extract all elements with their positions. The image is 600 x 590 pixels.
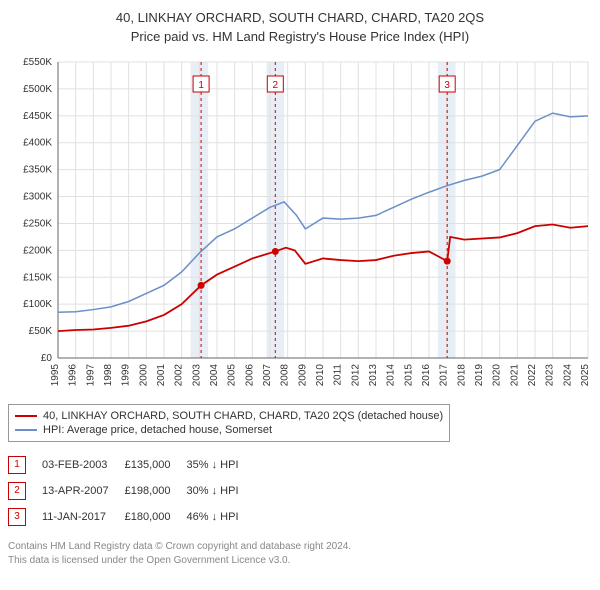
x-tick-label: 2018 [456, 364, 467, 387]
x-tick-label: 2002 [174, 364, 185, 387]
event-date: 11-JAN-2017 [42, 504, 125, 530]
y-tick-label: £350K [23, 165, 52, 176]
x-tick-label: 2010 [315, 364, 326, 387]
x-tick-label: 2012 [350, 364, 361, 387]
x-tick-label: 2005 [227, 364, 238, 387]
x-tick-label: 2016 [421, 364, 432, 387]
event-row: 3 11-JAN-2017£180,00046% ↓ HPI [8, 504, 255, 530]
event-price: £180,000 [125, 504, 187, 530]
title-block: 40, LINKHAY ORCHARD, SOUTH CHARD, CHARD,… [8, 8, 592, 52]
chart-container: 40, LINKHAY ORCHARD, SOUTH CHARD, CHARD,… [8, 8, 592, 568]
legend: 40, LINKHAY ORCHARD, SOUTH CHARD, CHARD,… [8, 404, 450, 442]
x-tick-label: 2017 [439, 364, 450, 387]
legend-swatch [15, 429, 37, 431]
legend-swatch [15, 415, 37, 417]
footer-line1: Contains HM Land Registry data © Crown c… [8, 540, 592, 554]
y-tick-label: £100K [23, 299, 52, 310]
legend-row: 40, LINKHAY ORCHARD, SOUTH CHARD, CHARD,… [15, 409, 443, 423]
series-marker [444, 258, 451, 265]
x-tick-label: 2009 [297, 364, 308, 387]
title-address: 40, LINKHAY ORCHARD, SOUTH CHARD, CHARD,… [8, 8, 592, 27]
event-delta: 30% ↓ HPI [187, 478, 255, 504]
x-tick-label: 2021 [509, 364, 520, 387]
x-tick-label: 1998 [103, 364, 114, 387]
event-marker-num: 1 [8, 456, 26, 474]
x-tick-label: 2024 [562, 364, 573, 387]
x-tick-label: 2011 [333, 364, 344, 386]
legend-label: 40, LINKHAY ORCHARD, SOUTH CHARD, CHARD,… [43, 410, 443, 422]
x-tick-label: 2020 [492, 364, 503, 387]
x-tick-label: 2008 [280, 364, 291, 387]
event-marker-num: 2 [8, 482, 26, 500]
event-date: 03-FEB-2003 [42, 452, 125, 478]
x-tick-label: 1997 [85, 364, 96, 387]
y-tick-label: £250K [23, 218, 52, 229]
event-marker-label: 2 [273, 80, 279, 91]
x-tick-label: 2023 [545, 364, 556, 387]
event-price: £198,000 [125, 478, 187, 504]
x-tick-label: 2006 [244, 364, 255, 387]
footer-line2: This data is licensed under the Open Gov… [8, 554, 592, 568]
x-tick-label: 2001 [156, 364, 167, 387]
x-tick-label: 2019 [474, 364, 485, 387]
x-tick-label: 2015 [403, 364, 414, 387]
event-delta: 46% ↓ HPI [187, 504, 255, 530]
title-subtitle: Price paid vs. HM Land Registry's House … [8, 27, 592, 52]
x-tick-label: 2003 [191, 364, 202, 387]
event-date: 13-APR-2007 [42, 478, 125, 504]
x-tick-label: 2004 [209, 364, 220, 387]
event-row: 1 03-FEB-2003£135,00035% ↓ HPI [8, 452, 255, 478]
event-price: £135,000 [125, 452, 187, 478]
event-delta: 35% ↓ HPI [187, 452, 255, 478]
y-tick-label: £550K [23, 58, 52, 68]
y-tick-label: £200K [23, 245, 52, 256]
series-marker [198, 282, 205, 289]
events-table: 1 03-FEB-2003£135,00035% ↓ HPI 2 13-APR-200… [8, 452, 255, 530]
x-tick-label: 2000 [138, 364, 149, 387]
x-tick-label: 1996 [68, 364, 79, 387]
event-row: 2 13-APR-2007£198,00030% ↓ HPI [8, 478, 255, 504]
y-tick-label: £300K [23, 192, 52, 203]
y-tick-label: £50K [29, 326, 53, 337]
y-tick-label: £400K [23, 138, 52, 149]
event-marker-num: 3 [8, 508, 26, 526]
y-tick-label: £0 [41, 353, 53, 364]
x-tick-label: 1995 [50, 364, 61, 387]
x-tick-label: 1999 [121, 364, 132, 387]
x-tick-label: 2013 [368, 364, 379, 387]
footer: Contains HM Land Registry data © Crown c… [8, 540, 592, 568]
legend-row: HPI: Average price, detached house, Some… [15, 423, 443, 437]
x-tick-label: 2014 [386, 364, 397, 387]
x-tick-label: 2025 [580, 364, 591, 387]
y-tick-label: £500K [23, 84, 52, 95]
x-tick-label: 2022 [527, 364, 538, 387]
chart-area: £0 £50K £100K £150K £200K £250K £300K £350K £400… [8, 58, 592, 398]
event-marker-label: 1 [198, 80, 204, 91]
y-tick-label: £150K [23, 272, 52, 283]
x-tick-label: 2007 [262, 364, 273, 387]
line-chart-svg: £0 £50K £100K £150K £200K £250K £300K £350K £400… [8, 58, 592, 398]
y-tick-label: £450K [23, 111, 52, 122]
event-marker-label: 3 [444, 80, 450, 91]
series-marker [272, 248, 279, 255]
legend-label: HPI: Average price, detached house, Some… [43, 424, 272, 436]
